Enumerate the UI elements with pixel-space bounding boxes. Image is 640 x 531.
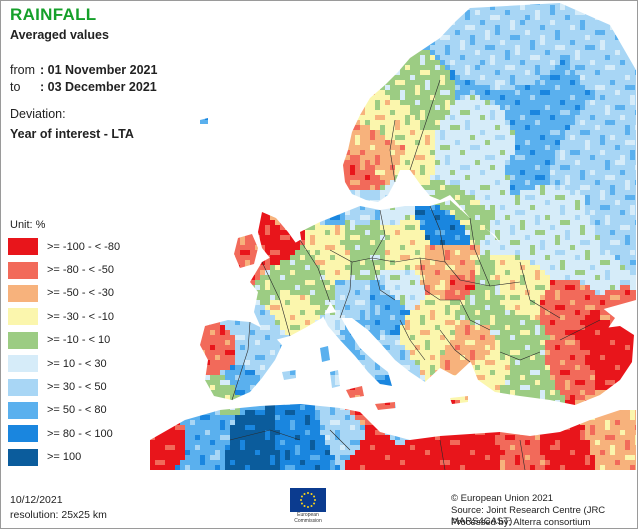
legend-swatch	[8, 261, 38, 279]
map-subtitle: Averaged values	[10, 28, 109, 42]
legend-swatch	[8, 378, 38, 396]
country-border	[409, 79, 441, 171]
from-date: : 01 November 2021	[40, 63, 158, 77]
country-border	[519, 261, 561, 319]
country-border	[231, 321, 251, 401]
deviation-value: Year of interest - LTA	[10, 127, 134, 141]
period-to: to : 03 December 2021	[10, 80, 157, 94]
logo-caption-line-2: Commission	[294, 517, 322, 524]
legend-label: >= 10 - < 30	[47, 357, 107, 370]
country-border	[419, 257, 460, 301]
legend-item: >= 80 - < 100	[8, 422, 158, 445]
country-border	[469, 217, 491, 287]
legend-item: >= 50 - < 80	[8, 399, 158, 422]
legend-swatch	[8, 331, 38, 349]
country-border	[399, 319, 426, 361]
legend-swatch	[8, 401, 38, 419]
legend-swatch	[8, 425, 38, 443]
to-date: : 03 December 2021	[40, 80, 157, 94]
legend-label: >= 50 - < 80	[47, 404, 107, 417]
legend-label: >= -10 - < 10	[47, 334, 111, 347]
country-border	[261, 261, 291, 337]
legend-label: >= 80 - < 100	[47, 427, 113, 440]
legend-item: >= 30 - < 50	[8, 375, 158, 398]
country-border	[559, 319, 601, 341]
legend-unit: Unit: %	[10, 219, 46, 231]
legend-item: >= 100	[8, 446, 158, 469]
legend-item: >= -100 - < -80	[8, 235, 158, 258]
resolution-text: resolution: 25x25 km	[10, 509, 107, 521]
map-title: RAINFALL	[10, 5, 97, 24]
country-border	[394, 257, 461, 281]
legend-item: >= 10 - < 30	[8, 352, 158, 375]
eu-flag-icon	[290, 488, 326, 512]
logo-caption: European Commission	[283, 512, 333, 524]
copyright-text: © European Union 2021	[451, 493, 554, 504]
country-border	[299, 239, 331, 303]
logo-caption-line-1: European	[297, 512, 319, 518]
country-border	[329, 249, 396, 263]
country-border	[329, 429, 351, 451]
issue-date: 10/12/2021	[10, 494, 63, 506]
legend-swatch	[8, 355, 38, 373]
period-from: from : 01 November 2021	[10, 63, 157, 77]
legend: Unit: % >= -100 - < -80 >= -80 - < -50 >…	[8, 219, 158, 469]
legend-swatch	[8, 448, 38, 466]
from-label: from	[10, 63, 35, 77]
legend-label: >= -30 - < -10	[47, 310, 114, 323]
legend-swatch	[8, 238, 38, 256]
legend-item: >= -80 - < -50	[8, 258, 158, 281]
country-border	[389, 119, 396, 183]
to-label: to	[10, 80, 21, 94]
source-text: Source: Joint Research Centre (JRC MARS4…	[451, 505, 606, 527]
legend-label: >= 30 - < 50	[47, 381, 107, 394]
country-border	[439, 439, 446, 471]
legend-label: >= -80 - < -50	[47, 264, 114, 277]
legend-item: >= -30 - < -10	[8, 305, 158, 328]
european-commission-logo: European Commission	[283, 488, 333, 524]
country-border	[371, 209, 386, 259]
legend-item: >= -10 - < 10	[8, 329, 158, 352]
legend-swatch	[8, 308, 38, 326]
country-border	[459, 299, 491, 331]
legend-swatch	[8, 284, 38, 302]
country-border	[499, 351, 541, 361]
country-border	[439, 329, 471, 363]
legend-label: >= -50 - < -30	[47, 287, 114, 300]
country-border	[371, 257, 396, 301]
country-border	[519, 439, 526, 471]
deviation-label: Deviation:	[10, 107, 66, 121]
processed-by-text: Processed by: Alterra consortium	[451, 517, 591, 528]
eu-stars-icon	[300, 492, 316, 508]
legend-label: >= -100 - < -80	[47, 240, 121, 253]
legend-item: >= -50 - < -30	[8, 282, 158, 305]
country-border	[429, 205, 446, 263]
country-border	[339, 261, 353, 319]
country-border	[229, 429, 301, 441]
legend-label: >= 100	[47, 451, 82, 464]
